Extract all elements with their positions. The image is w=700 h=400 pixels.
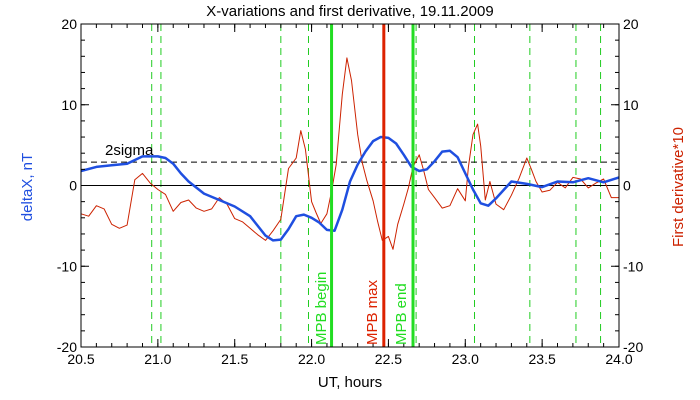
- chart-title: X-variations and first derivative, 19.11…: [206, 3, 493, 20]
- mpb-end-label: MPB end: [393, 283, 410, 345]
- y-tick-label-right: 0: [623, 178, 631, 194]
- x-tick-label: 22.5: [375, 351, 402, 367]
- x-tick-label: 22.0: [298, 351, 325, 367]
- x-tick-label: 24.0: [605, 351, 632, 367]
- y-tick-label-right: 10: [623, 97, 639, 113]
- y-axis-label-left: deltaX, nT: [19, 153, 36, 221]
- x-tick-label: 23.0: [452, 351, 479, 367]
- x-tick-label: 21.5: [221, 351, 248, 367]
- y-tick-label-left: 20: [61, 16, 77, 32]
- y-tick-label-left: 10: [61, 97, 77, 113]
- series-line-derivative: [80, 57, 619, 250]
- x-tick-label: 20.5: [67, 351, 94, 367]
- plot-area: 20.5 21.0 21.5 22.0 22.5 23.0 23.5 24.0-20-1001…: [57, 16, 644, 367]
- y-tick-label-left: -20: [57, 339, 77, 355]
- y-tick-label-right: 20: [623, 16, 639, 32]
- y-axis-label-right: First derivative*10: [670, 127, 687, 247]
- y-tick-label-left: 0: [69, 178, 77, 194]
- mpb-begin-label: MPB begin: [313, 272, 330, 345]
- series-line-deltax: [80, 135, 620, 242]
- threshold-label: 2sigma: [105, 142, 154, 159]
- mpb-max-label: MPB max: [364, 279, 381, 345]
- x-axis-label: UT, hours: [318, 374, 382, 391]
- y-tick-label-right: -20: [623, 339, 643, 355]
- x-tick-label: 23.5: [529, 351, 556, 367]
- y-tick-label-right: -10: [623, 258, 643, 274]
- x-tick-label: 21.0: [144, 351, 171, 367]
- y-tick-label-left: -10: [57, 258, 77, 274]
